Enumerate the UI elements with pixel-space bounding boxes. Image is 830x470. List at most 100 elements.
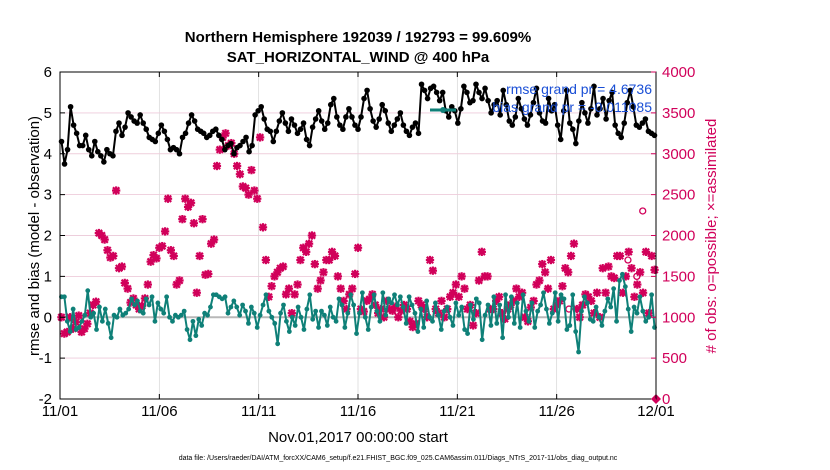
bias-point [135, 298, 140, 304]
bias-point [590, 318, 596, 324]
y2-tick-label: 3000 [662, 146, 695, 163]
bias-point [199, 323, 205, 328]
obs-assimilated-marker [287, 309, 296, 318]
bias-point [377, 318, 383, 324]
series-layer [58, 81, 658, 355]
rmse-point [367, 105, 373, 112]
obs-assimilated-marker [564, 268, 573, 277]
bias-point [544, 306, 549, 312]
x-tick-label: 11/06 [141, 403, 177, 420]
rmse-point [249, 142, 255, 149]
rmse-point [515, 95, 522, 102]
obs-assimilated-marker [169, 251, 178, 261]
rmse-point [530, 99, 537, 106]
bias-point [573, 329, 579, 334]
y-tick-label: 3 [44, 187, 52, 204]
bias-point [123, 310, 129, 316]
rmse-point [91, 138, 98, 145]
bias-point [444, 304, 450, 310]
rmse-point [182, 130, 189, 137]
bias-point [284, 318, 289, 324]
bias-point [146, 302, 152, 308]
obs-assimilated-marker [350, 269, 360, 279]
rmse-point [95, 148, 101, 155]
bias-point [272, 320, 278, 326]
obs-assimilated-marker [302, 247, 311, 257]
obs-assimilated-marker [569, 239, 579, 248]
obs-assimilated-marker [615, 251, 625, 261]
rmse-point [536, 110, 543, 116]
rmse-point [639, 120, 646, 126]
rmse-point [343, 114, 349, 120]
bias-point [386, 296, 392, 302]
rmse-point [258, 103, 264, 110]
rmse-point [200, 130, 207, 137]
y2-tick-label: 1500 [662, 268, 695, 285]
bias-point [622, 284, 628, 289]
rmse-point [563, 87, 570, 94]
rmse-point [421, 87, 428, 94]
bias-point [167, 314, 172, 320]
rmse-point [255, 108, 261, 114]
rmse-point [155, 130, 162, 137]
obs-assimilated-marker [250, 186, 259, 195]
rmse-point [128, 114, 134, 120]
rmse-point [70, 122, 77, 128]
y2-axis-label: # of obs: o=possible; ×=assimilated [703, 119, 720, 354]
bias-point [129, 296, 134, 302]
bias-point [222, 294, 228, 300]
rmse-point [373, 124, 379, 130]
bias-point [620, 271, 625, 277]
rmse-point [612, 122, 618, 128]
bias-point [584, 300, 590, 306]
bias-point [243, 308, 248, 314]
obs-assimilated-marker [181, 194, 190, 203]
rmse-point [409, 124, 416, 130]
rmse-point [176, 150, 183, 157]
bias-point [468, 302, 473, 308]
bias-point [564, 327, 570, 332]
obs-assimilated-marker [261, 255, 271, 265]
bias-point [152, 318, 158, 324]
rmse-point [424, 95, 431, 102]
bias-point [298, 314, 304, 320]
rmse-point [494, 97, 500, 104]
bias-point [450, 323, 456, 328]
rmse-point [161, 128, 168, 135]
rmse-point [358, 114, 364, 120]
rmse-point [500, 87, 507, 94]
rmse-point [455, 120, 461, 126]
y-axis-left: -2 -1 0 1 2 3 4 5 6 [39, 64, 65, 408]
rmse-point [125, 110, 131, 116]
rmse-point [476, 89, 482, 96]
obs-possible-marker [633, 272, 641, 281]
obs-assimilated-marker [221, 129, 230, 138]
bias-point [640, 308, 646, 314]
bias-point [94, 327, 99, 332]
bias-point [555, 318, 561, 324]
x-tick-label: 11/01 [42, 403, 78, 420]
legend-bias-marker [440, 107, 446, 113]
obs-assimilated-marker [241, 183, 250, 193]
obs-assimilated-marker [494, 292, 504, 301]
bias-point [546, 320, 552, 326]
x-axis-label: Nov.01,2017 00:00:00 start [268, 429, 449, 446]
bias-point [266, 308, 272, 314]
bias-point [310, 316, 316, 322]
bias-point [225, 310, 231, 316]
bias-point [170, 318, 175, 324]
obs-assimilated-marker [123, 284, 132, 293]
bias-point [576, 349, 581, 355]
rmse-point [206, 132, 213, 139]
bias-point [541, 290, 546, 296]
rmse-point [288, 116, 295, 122]
obs-assimilated-marker [633, 280, 642, 289]
obs-assimilated-marker [83, 319, 92, 328]
obs-possible-marker [624, 256, 632, 264]
rmse-point [285, 128, 292, 135]
x-tick-label: 12/01 [637, 403, 675, 420]
rmse-point [82, 132, 89, 139]
bias-point [117, 306, 123, 312]
rmse-point [315, 108, 322, 114]
bias-point [579, 308, 584, 314]
